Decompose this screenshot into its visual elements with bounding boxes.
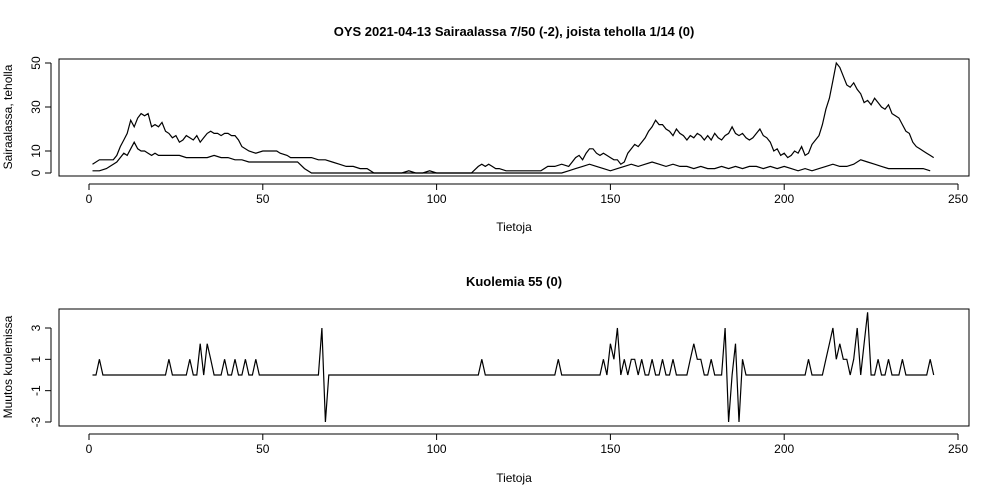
y-tick-label: 10 — [29, 144, 43, 158]
x-tick-label: 100 — [427, 192, 447, 206]
x-tick-label: 250 — [948, 442, 968, 456]
y-tick-label: 50 — [29, 56, 43, 70]
y-tick-label: -1 — [29, 385, 43, 396]
series-line-2 — [92, 140, 931, 174]
y-axis-label: Muutos kuolemissa — [1, 315, 15, 418]
y-axis: 0 10 30 50 — [29, 56, 52, 176]
x-axis-label: Tietoja — [496, 471, 532, 485]
plot-frame — [58, 58, 970, 177]
x-tick-label: 250 — [948, 192, 968, 206]
x-axis-label: Tietoja — [496, 220, 532, 234]
series-line-1 — [92, 312, 935, 423]
y-tick-label: 0 — [29, 169, 43, 176]
series-group — [92, 61, 935, 174]
x-tick-label: 0 — [86, 442, 93, 456]
x-tick-label: 100 — [427, 442, 447, 456]
y-tick-label: 1 — [29, 356, 43, 363]
x-tick-label: 50 — [256, 442, 270, 456]
y-axis-label: Sairaalassa, teholla — [1, 64, 15, 169]
deaths-chart: Kuolemia 55 (0) Tietoja Muutos kuolemiss… — [1, 274, 970, 485]
series-group — [92, 312, 935, 423]
y-tick-label: 3 — [29, 324, 43, 331]
hospital-chart: OYS 2021-04-13 Sairaalassa 7/50 (-2), jo… — [1, 24, 970, 234]
x-tick-label: 150 — [600, 192, 620, 206]
plot-frame — [58, 308, 970, 427]
x-tick-label: 200 — [774, 442, 794, 456]
x-axis: 0 50 100 150 200 250 — [86, 433, 968, 456]
x-axis: 0 50 100 150 200 250 — [86, 183, 968, 206]
series-line-1 — [92, 61, 935, 174]
chart-title: Kuolemia 55 (0) — [466, 274, 562, 289]
x-tick-label: 0 — [86, 192, 93, 206]
y-axis: -3 -1 1 3 — [29, 324, 52, 427]
y-tick-label: -3 — [29, 416, 43, 427]
x-tick-label: 200 — [774, 192, 794, 206]
chart-title: OYS 2021-04-13 Sairaalassa 7/50 (-2), jo… — [334, 24, 695, 39]
y-tick-label: 30 — [29, 100, 43, 114]
x-tick-label: 50 — [256, 192, 270, 206]
x-tick-label: 150 — [600, 442, 620, 456]
